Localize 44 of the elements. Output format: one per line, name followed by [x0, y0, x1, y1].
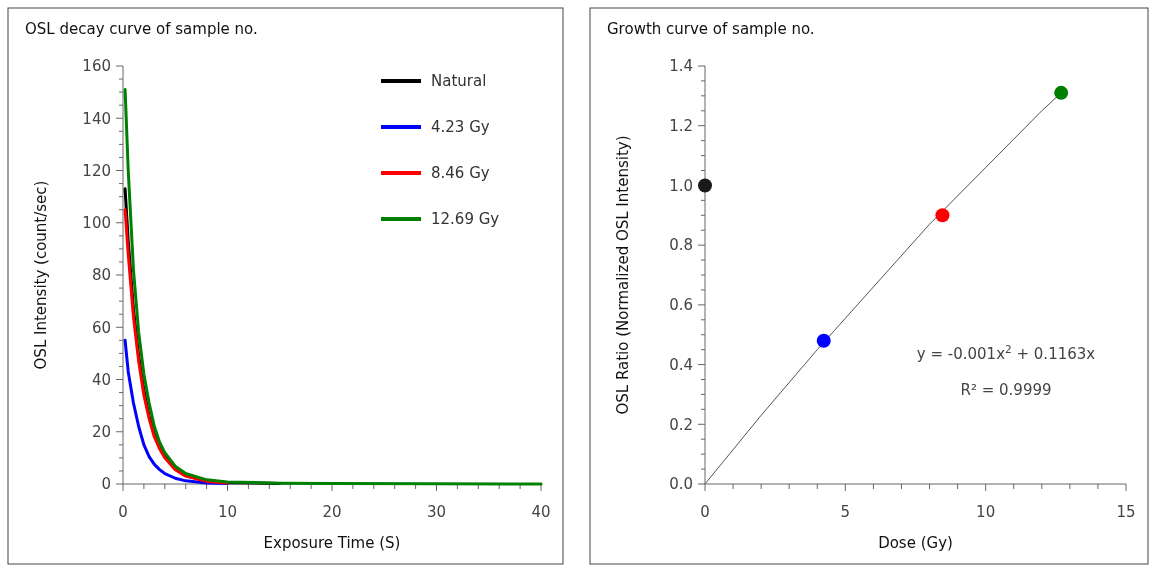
- legend-label: 4.23 Gy: [431, 118, 490, 137]
- annotation: y = -0.001x$^{2}$ + 0.1163x: [916, 343, 1096, 363]
- x-axis-title: Dose (Gy): [878, 534, 953, 552]
- point: [935, 208, 950, 223]
- y-tick-label: 0.6: [669, 296, 693, 315]
- y-tick-label: 1.0: [669, 176, 693, 195]
- annotation: R² = 0.9999: [960, 381, 1052, 399]
- y-tick-label: 80: [91, 266, 111, 285]
- y-axis-title: OSL Ratio (Normalized OSL Intensity): [614, 135, 632, 415]
- y-tick-label: 160: [82, 57, 111, 76]
- x-tick-label: 10: [217, 503, 238, 521]
- line-series: [123, 338, 229, 485]
- x-tick-label: 10: [976, 503, 996, 521]
- legend-label: 8.46 Gy: [431, 164, 490, 183]
- y-tick-label: 120: [82, 161, 111, 180]
- legend-label: Natural: [431, 72, 487, 91]
- y-tick-label: 0: [101, 475, 111, 494]
- y-tick-label: 40: [91, 370, 111, 389]
- point: [698, 178, 712, 193]
- x-axis-title: Exposure Time (S): [263, 534, 401, 552]
- chart-title: Growth curve of sample no.: [607, 20, 815, 38]
- point: [816, 333, 831, 348]
- y-tick-label: 1.2: [669, 116, 693, 135]
- y-tick-label: 0.0: [669, 475, 693, 494]
- line-series: [123, 208, 229, 485]
- x-tick-label: 30: [426, 503, 447, 521]
- chart-title: OSL decay curve of sample no.: [25, 20, 258, 38]
- y-tick-label: 100: [82, 214, 111, 232]
- point: [1054, 85, 1069, 100]
- y-tick-label: 1.4: [669, 57, 693, 76]
- x-tick-label: 15: [1116, 503, 1136, 521]
- x-tick-label: 20: [322, 503, 342, 521]
- y-tick-label: 20: [91, 423, 111, 441]
- legend-label: 12.69 Gy: [431, 210, 500, 229]
- x-tick-label: 0: [118, 503, 128, 521]
- y-tick-label: 0.2: [669, 415, 693, 434]
- y-tick-label: 140: [82, 109, 111, 128]
- x-tick-label: 0: [700, 503, 710, 521]
- y-tick-label: 0.4: [669, 355, 693, 374]
- y-tick-label: 0.8: [669, 236, 693, 255]
- y-axis-title: OSL Intensity (count/sec): [32, 180, 50, 370]
- x-tick-label: 5: [840, 503, 851, 521]
- x-tick-label: 40: [531, 503, 551, 521]
- y-tick-label: 60: [91, 318, 111, 337]
